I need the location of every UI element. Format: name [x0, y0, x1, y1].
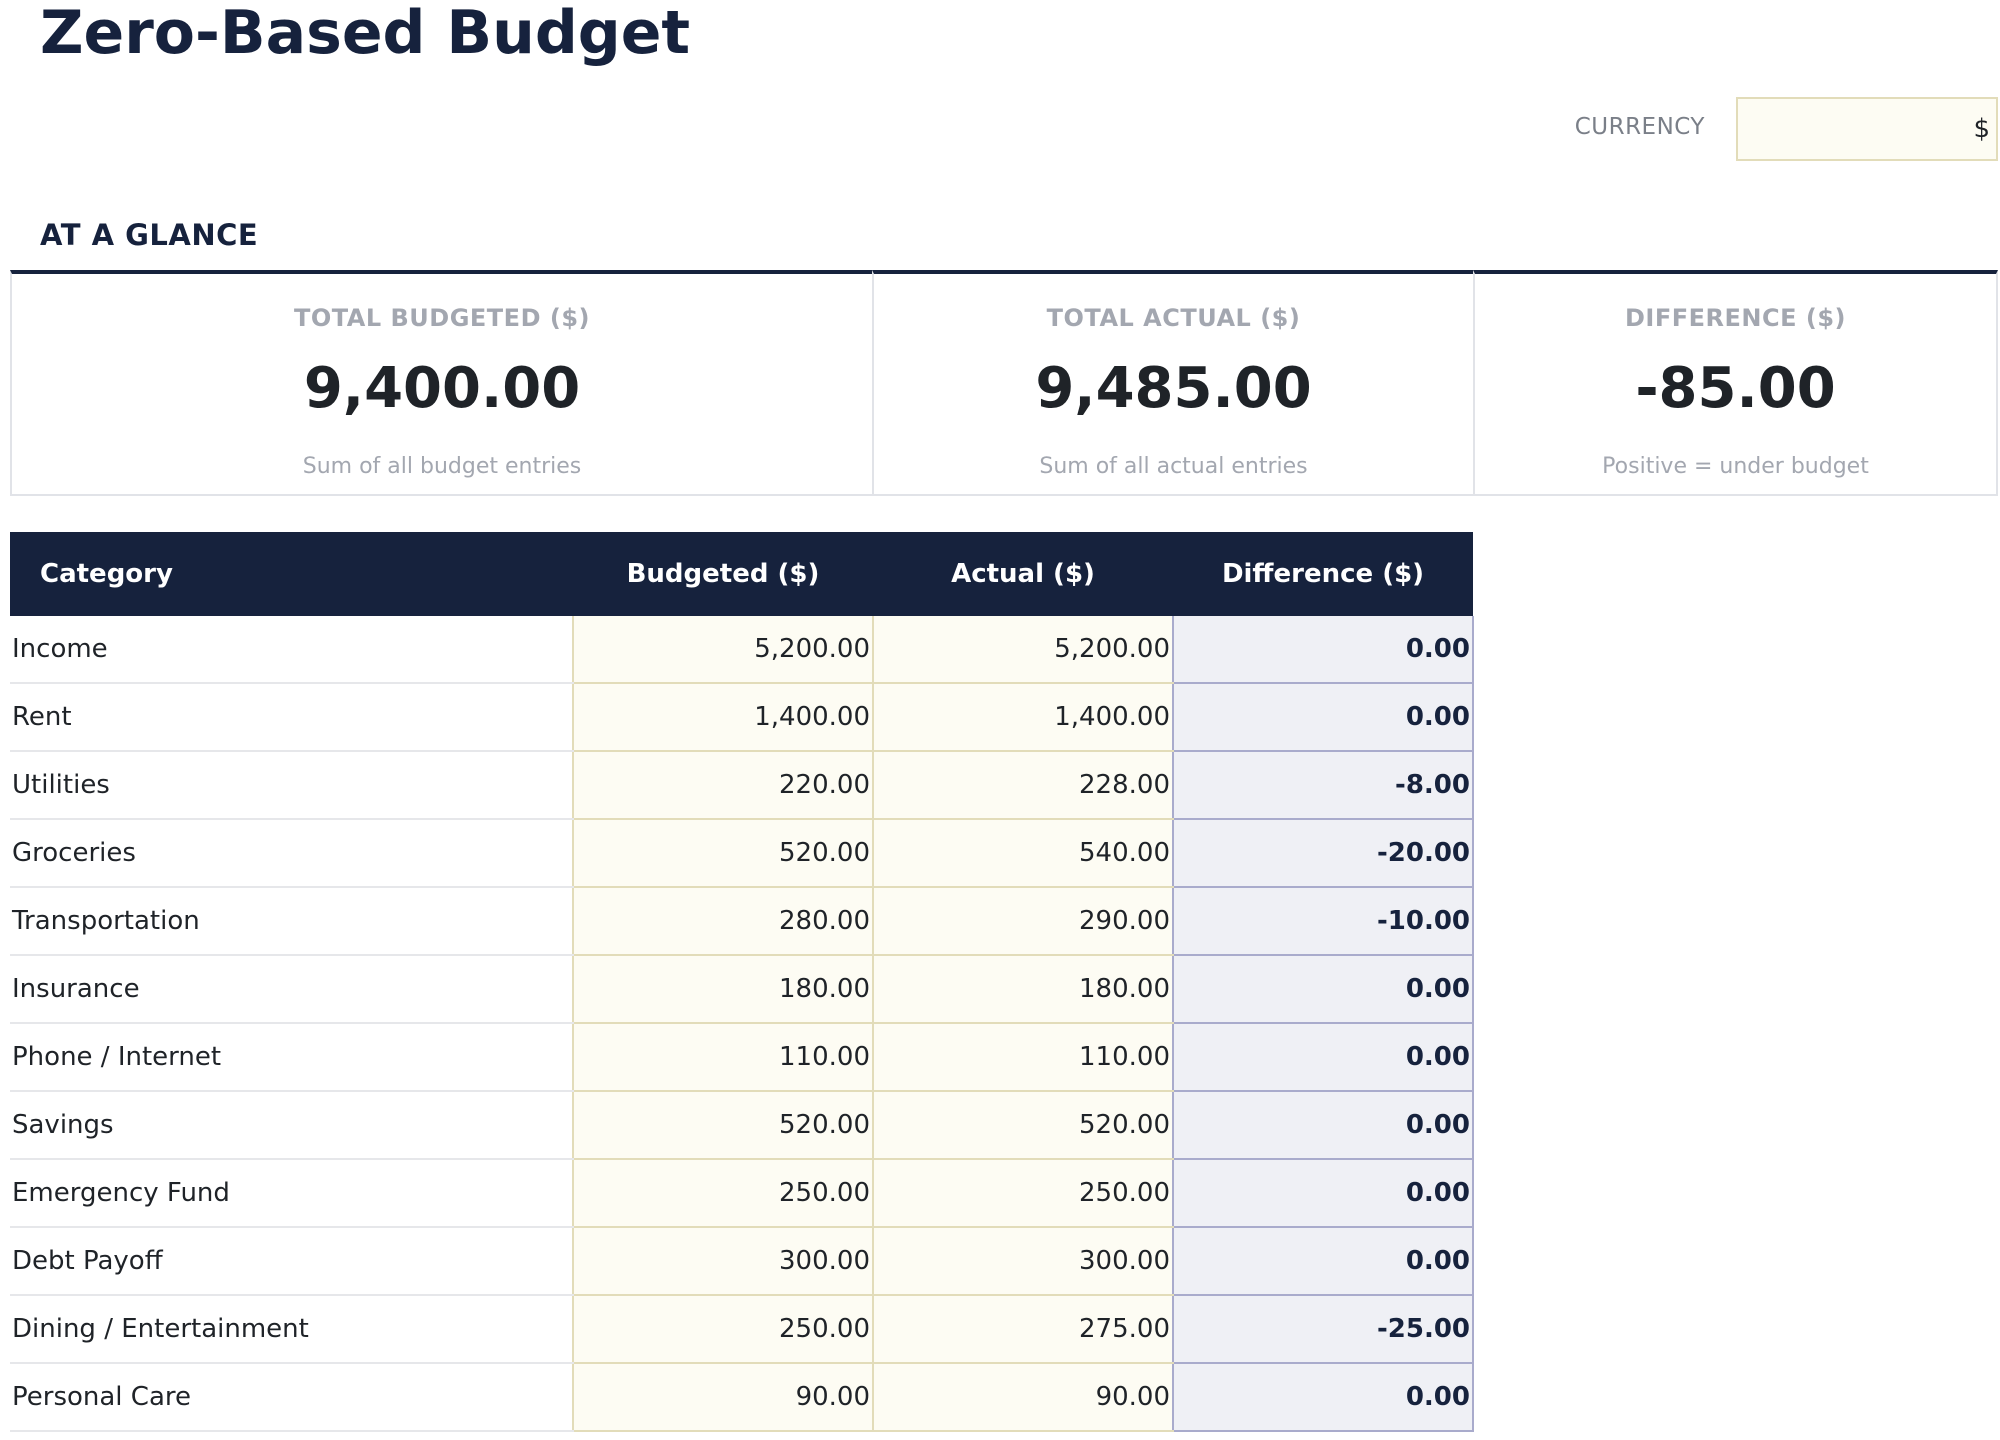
summary-cards: TOTAL BUDGETED ($) 9,400.00 Sum of all b…	[10, 270, 1998, 496]
difference-label: DIFFERENCE ($)	[1625, 304, 1846, 332]
category-cell: Rent	[10, 683, 573, 752]
actual-cell[interactable]: 1,400.00	[872, 683, 1173, 752]
budgeted-cell[interactable]: 520.00	[572, 1091, 873, 1160]
actual-cell[interactable]: 520.00	[872, 1091, 1173, 1160]
table-row: Groceries 520.00 540.00 -20.00	[10, 819, 1474, 888]
budgeted-cell[interactable]: 520.00	[572, 819, 873, 888]
difference-card: DIFFERENCE ($) -85.00 Positive = under b…	[1473, 270, 1998, 496]
category-cell: Savings	[10, 1091, 573, 1160]
difference-cell: 0.00	[1172, 1363, 1474, 1432]
actual-cell[interactable]: 110.00	[872, 1023, 1173, 1092]
actual-cell[interactable]: 228.00	[872, 751, 1173, 820]
budgeted-cell[interactable]: 280.00	[572, 887, 873, 956]
table-row: Transportation 280.00 290.00 -10.00	[10, 887, 1474, 956]
column-header-actual: Actual ($)	[873, 532, 1173, 616]
currency-input[interactable]	[1736, 97, 1998, 161]
total-actual-value: 9,485.00	[1035, 356, 1312, 421]
table-row: Emergency Fund 250.00 250.00 0.00	[10, 1159, 1474, 1228]
difference-cell: 0.00	[1172, 955, 1474, 1024]
category-cell: Groceries	[10, 819, 573, 888]
difference-cell: -25.00	[1172, 1295, 1474, 1364]
category-cell: Transportation	[10, 887, 573, 956]
total-actual-card: TOTAL ACTUAL ($) 9,485.00 Sum of all act…	[872, 270, 1473, 496]
category-cell: Personal Care	[10, 1363, 573, 1432]
budget-table: Category Budgeted ($) Actual ($) Differe…	[10, 532, 1474, 1432]
budgeted-cell[interactable]: 300.00	[572, 1227, 873, 1296]
actual-cell[interactable]: 290.00	[872, 887, 1173, 956]
table-header-row: Category Budgeted ($) Actual ($) Differe…	[10, 532, 1473, 616]
budgeted-cell[interactable]: 1,400.00	[572, 683, 873, 752]
category-cell: Phone / Internet	[10, 1023, 573, 1092]
actual-cell[interactable]: 180.00	[872, 955, 1173, 1024]
total-budgeted-label: TOTAL BUDGETED ($)	[294, 304, 590, 332]
difference-value: -85.00	[1635, 356, 1836, 421]
difference-cell: 0.00	[1172, 616, 1474, 684]
difference-cell: -8.00	[1172, 751, 1474, 820]
table-row: Savings 520.00 520.00 0.00	[10, 1091, 1474, 1160]
table-row: Income 5,200.00 5,200.00 0.00	[10, 616, 1474, 684]
budgeted-cell[interactable]: 180.00	[572, 955, 873, 1024]
category-cell: Emergency Fund	[10, 1159, 573, 1228]
difference-cell: 0.00	[1172, 1023, 1474, 1092]
total-actual-label: TOTAL ACTUAL ($)	[1046, 304, 1301, 332]
difference-cell: 0.00	[1172, 1227, 1474, 1296]
actual-cell[interactable]: 90.00	[872, 1363, 1173, 1432]
budgeted-cell[interactable]: 110.00	[572, 1023, 873, 1092]
column-header-budgeted: Budgeted ($)	[573, 532, 873, 616]
table-row: Debt Payoff 300.00 300.00 0.00	[10, 1227, 1474, 1296]
difference-cell: 0.00	[1172, 1091, 1474, 1160]
difference-note: Positive = under budget	[1602, 454, 1869, 479]
table-row: Rent 1,400.00 1,400.00 0.00	[10, 683, 1474, 752]
difference-cell: -20.00	[1172, 819, 1474, 888]
category-cell: Debt Payoff	[10, 1227, 573, 1296]
page-title: Zero-Based Budget	[40, 0, 691, 68]
category-cell: Utilities	[10, 751, 573, 820]
budgeted-cell[interactable]: 250.00	[572, 1159, 873, 1228]
actual-cell[interactable]: 540.00	[872, 819, 1173, 888]
actual-cell[interactable]: 250.00	[872, 1159, 1173, 1228]
actual-cell[interactable]: 275.00	[872, 1295, 1173, 1364]
table-body: Income 5,200.00 5,200.00 0.00 Rent 1,400.00 1,…	[10, 616, 1474, 1432]
total-budgeted-note: Sum of all budget entries	[302, 454, 582, 479]
category-cell: Insurance	[10, 955, 573, 1024]
table-row: Utilities 220.00 228.00 -8.00	[10, 751, 1474, 820]
budgeted-cell[interactable]: 5,200.00	[572, 616, 873, 684]
difference-cell: -10.00	[1172, 887, 1474, 956]
category-cell: Income	[10, 616, 573, 684]
category-cell: Dining / Entertainment	[10, 1295, 573, 1364]
total-budgeted-card: TOTAL BUDGETED ($) 9,400.00 Sum of all b…	[10, 270, 872, 496]
table-row: Dining / Entertainment 250.00 275.00 -25.00	[10, 1295, 1474, 1364]
budgeted-cell[interactable]: 90.00	[572, 1363, 873, 1432]
budgeted-cell[interactable]: 220.00	[572, 751, 873, 820]
difference-cell: 0.00	[1172, 1159, 1474, 1228]
budgeted-cell[interactable]: 250.00	[572, 1295, 873, 1364]
table-row: Personal Care 90.00 90.00 0.00	[10, 1363, 1474, 1432]
table-row: Insurance 180.00 180.00 0.00	[10, 955, 1474, 1024]
difference-cell: 0.00	[1172, 683, 1474, 752]
column-header-difference: Difference ($)	[1173, 532, 1473, 616]
at-a-glance-heading: AT A GLANCE	[40, 218, 259, 252]
total-actual-note: Sum of all actual entries	[1039, 454, 1308, 479]
table-row: Phone / Internet 110.00 110.00 0.00	[10, 1023, 1474, 1092]
column-header-category: Category	[10, 532, 573, 616]
actual-cell[interactable]: 300.00	[872, 1227, 1173, 1296]
total-budgeted-value: 9,400.00	[303, 356, 581, 421]
actual-cell[interactable]: 5,200.00	[872, 616, 1173, 684]
currency-label: CURRENCY	[1574, 114, 1705, 140]
